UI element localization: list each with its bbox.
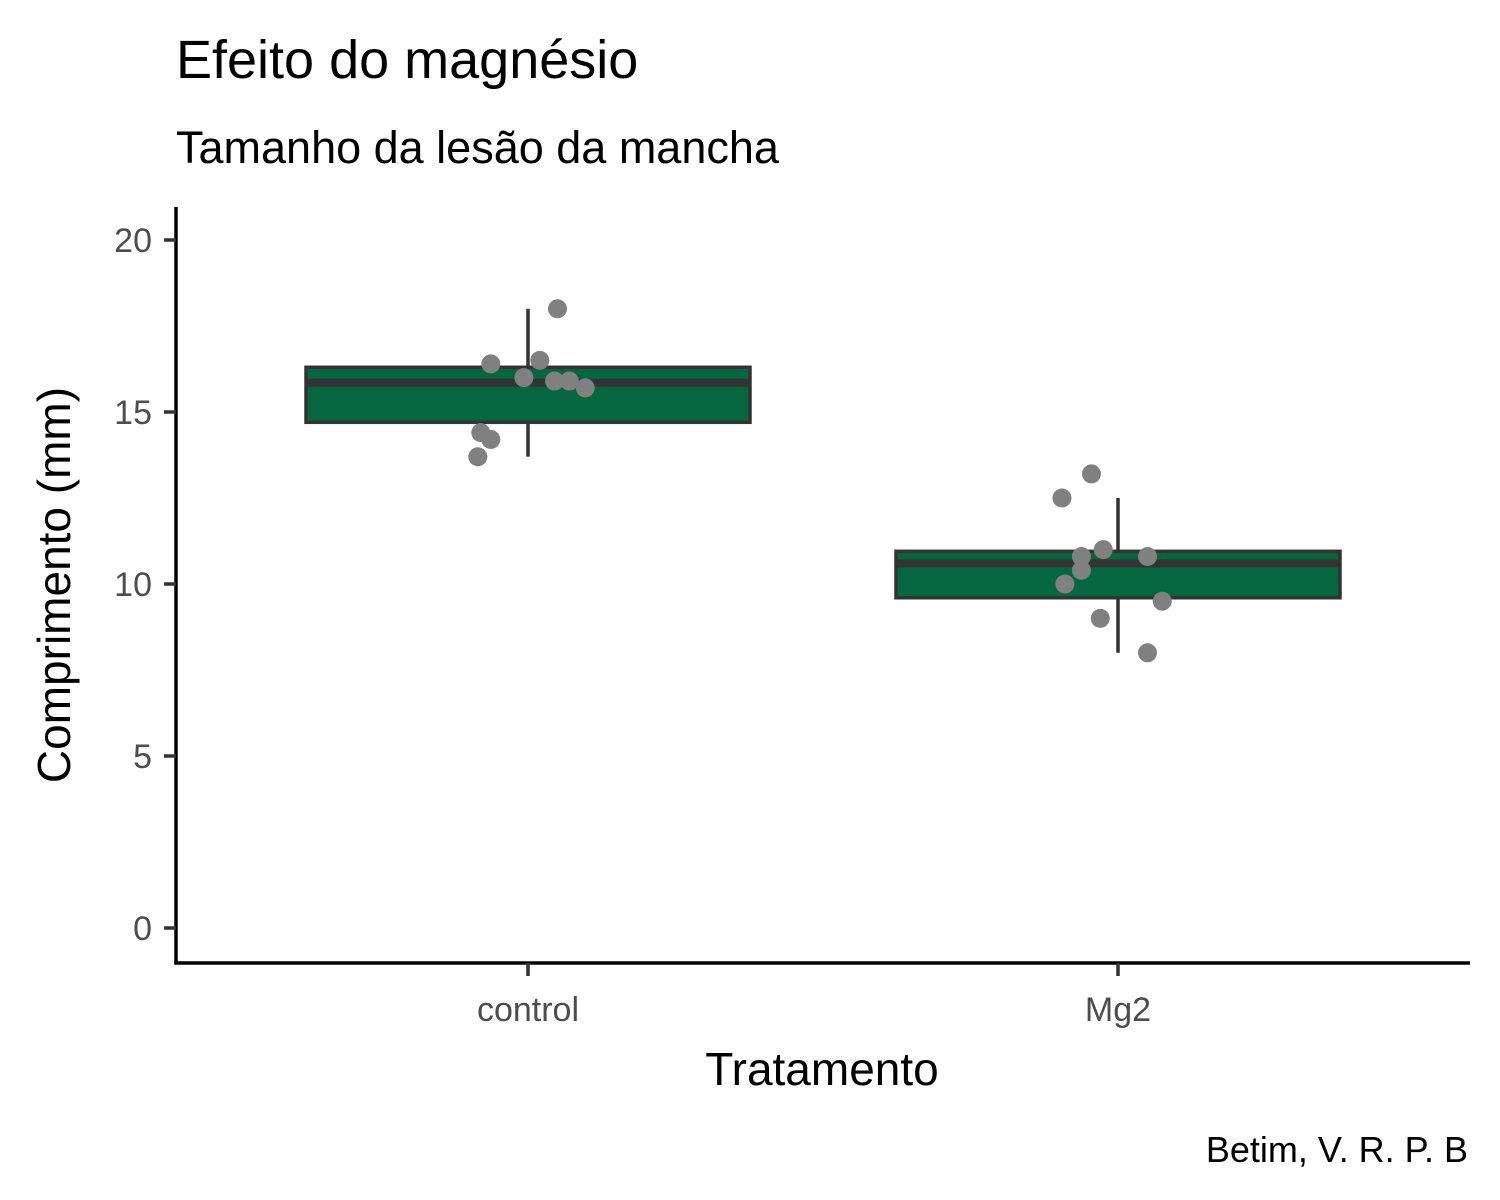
data-point [1055,574,1075,594]
data-point [1152,591,1172,611]
plot-area: 0 5 10 15 20 control Mg2 [114,207,1470,1029]
data-point [559,371,579,391]
y-tick-label: 5 [133,738,152,776]
data-point [1138,546,1157,566]
data-point [481,430,501,450]
chart-subtitle: Tamanho da lesão da mancha [176,122,780,173]
data-point [481,354,501,374]
data-point [530,350,550,370]
data-point [1093,540,1113,560]
chart-title: Efeito do magnésio [176,30,638,90]
x-axis-title: Tratamento [705,1043,939,1095]
x-tick-label: Mg2 [1085,991,1151,1029]
y-tick-label: 15 [114,394,152,432]
data-point [545,371,565,391]
box-Mg2 [894,549,1342,600]
data-point [1081,464,1101,484]
data-point [575,378,595,398]
data-point [514,368,534,388]
data-point [1052,488,1072,508]
data-point [468,447,488,467]
data-point [548,299,567,319]
y-axis-title: Comprimento (mm) [28,387,80,783]
data-point [1090,608,1110,628]
y-tick-label: 10 [114,566,152,604]
x-tick-label: control [477,991,579,1029]
data-point [1071,546,1091,566]
data-point [1071,560,1091,580]
chart-caption: Betim, V. R. P. B [1206,1129,1468,1170]
data-point [1138,643,1157,663]
y-tick-label: 20 [114,222,152,260]
y-tick-label: 0 [133,910,152,948]
